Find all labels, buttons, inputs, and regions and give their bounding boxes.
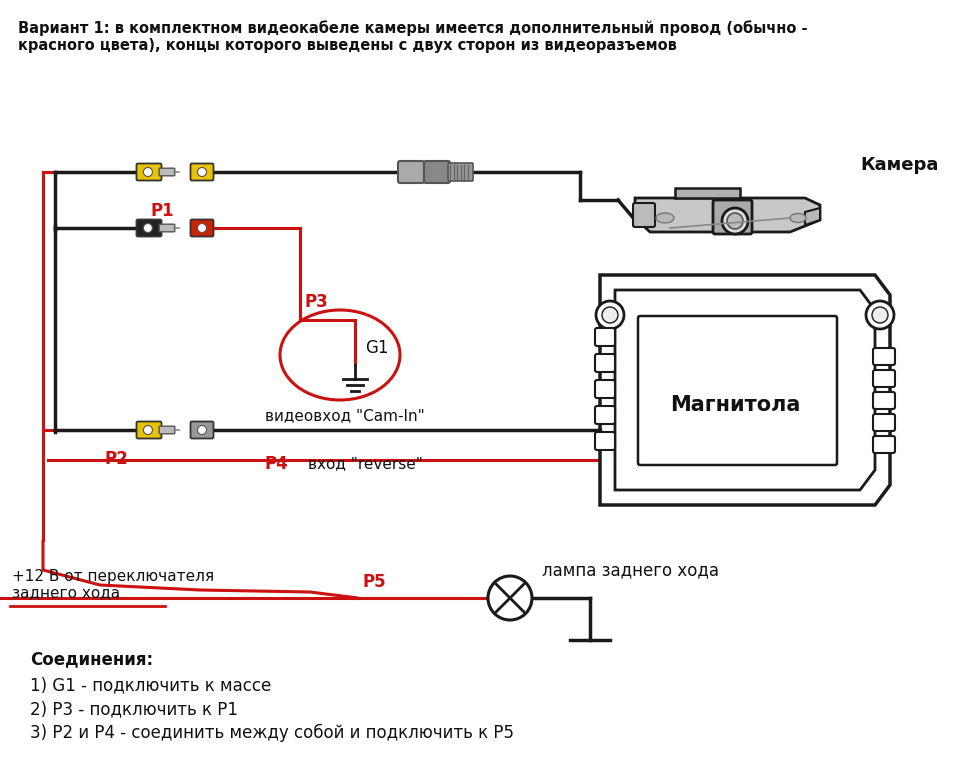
FancyBboxPatch shape bbox=[638, 316, 837, 465]
Text: P3: P3 bbox=[305, 293, 328, 311]
FancyBboxPatch shape bbox=[595, 354, 615, 372]
FancyBboxPatch shape bbox=[448, 163, 473, 181]
Text: заднего хода: заднего хода bbox=[12, 585, 120, 601]
FancyBboxPatch shape bbox=[136, 163, 161, 180]
Text: P1: P1 bbox=[150, 202, 174, 220]
Text: 3) P2 и P4 - соединить между собой и подключить к P5: 3) P2 и P4 - соединить между собой и под… bbox=[30, 724, 514, 742]
FancyBboxPatch shape bbox=[595, 380, 615, 398]
Polygon shape bbox=[600, 275, 890, 505]
FancyBboxPatch shape bbox=[873, 436, 895, 453]
Text: Магнитола: Магнитола bbox=[670, 395, 801, 415]
Text: 1) G1 - подключить к массе: 1) G1 - подключить к массе bbox=[30, 676, 272, 694]
FancyBboxPatch shape bbox=[159, 224, 175, 231]
Text: видеовход "Cam-In": видеовход "Cam-In" bbox=[265, 409, 424, 423]
Polygon shape bbox=[675, 188, 740, 198]
Circle shape bbox=[198, 426, 206, 434]
Text: лампа заднего хода: лампа заднего хода bbox=[542, 561, 719, 579]
Circle shape bbox=[727, 213, 743, 229]
Circle shape bbox=[872, 307, 888, 323]
FancyBboxPatch shape bbox=[713, 200, 752, 234]
Circle shape bbox=[722, 208, 748, 234]
Text: P5: P5 bbox=[363, 573, 387, 591]
Circle shape bbox=[143, 426, 153, 434]
FancyBboxPatch shape bbox=[190, 422, 213, 439]
Ellipse shape bbox=[790, 214, 806, 222]
Circle shape bbox=[198, 224, 206, 232]
Text: +12 В от переключателя: +12 В от переключателя bbox=[12, 568, 214, 584]
Text: 2) P3 - подключить к P1: 2) P3 - подключить к P1 bbox=[30, 700, 238, 718]
Polygon shape bbox=[805, 208, 820, 225]
Circle shape bbox=[866, 301, 894, 329]
FancyBboxPatch shape bbox=[595, 406, 615, 424]
Text: Камера: Камера bbox=[860, 156, 938, 174]
FancyBboxPatch shape bbox=[873, 370, 895, 387]
Text: Вариант 1: в комплектном видеокабеле камеры имеется дополнительный провод (обычн: Вариант 1: в комплектном видеокабеле кам… bbox=[18, 20, 807, 36]
Text: G1: G1 bbox=[365, 339, 389, 357]
Text: P4: P4 bbox=[265, 455, 289, 473]
FancyBboxPatch shape bbox=[136, 220, 161, 237]
FancyBboxPatch shape bbox=[190, 220, 213, 237]
FancyBboxPatch shape bbox=[136, 422, 161, 439]
FancyBboxPatch shape bbox=[633, 203, 655, 227]
FancyBboxPatch shape bbox=[873, 348, 895, 365]
FancyBboxPatch shape bbox=[159, 426, 175, 433]
Polygon shape bbox=[635, 198, 820, 232]
Polygon shape bbox=[615, 290, 875, 490]
FancyBboxPatch shape bbox=[873, 392, 895, 409]
Text: вход "reverse": вход "reverse" bbox=[308, 457, 422, 471]
FancyBboxPatch shape bbox=[190, 163, 213, 180]
FancyBboxPatch shape bbox=[159, 168, 175, 176]
Ellipse shape bbox=[656, 213, 674, 223]
Text: красного цвета), концы которого выведены с двух сторон из видеоразъемов: красного цвета), концы которого выведены… bbox=[18, 38, 677, 53]
FancyBboxPatch shape bbox=[595, 432, 615, 450]
Circle shape bbox=[596, 301, 624, 329]
FancyBboxPatch shape bbox=[398, 161, 424, 183]
FancyBboxPatch shape bbox=[424, 161, 450, 183]
Text: Соединения:: Соединения: bbox=[30, 650, 154, 668]
Circle shape bbox=[488, 576, 532, 620]
Text: P2: P2 bbox=[105, 450, 129, 468]
FancyBboxPatch shape bbox=[595, 328, 615, 346]
Circle shape bbox=[143, 167, 153, 176]
Circle shape bbox=[143, 224, 153, 232]
Circle shape bbox=[602, 307, 618, 323]
Circle shape bbox=[198, 167, 206, 176]
FancyBboxPatch shape bbox=[873, 414, 895, 431]
